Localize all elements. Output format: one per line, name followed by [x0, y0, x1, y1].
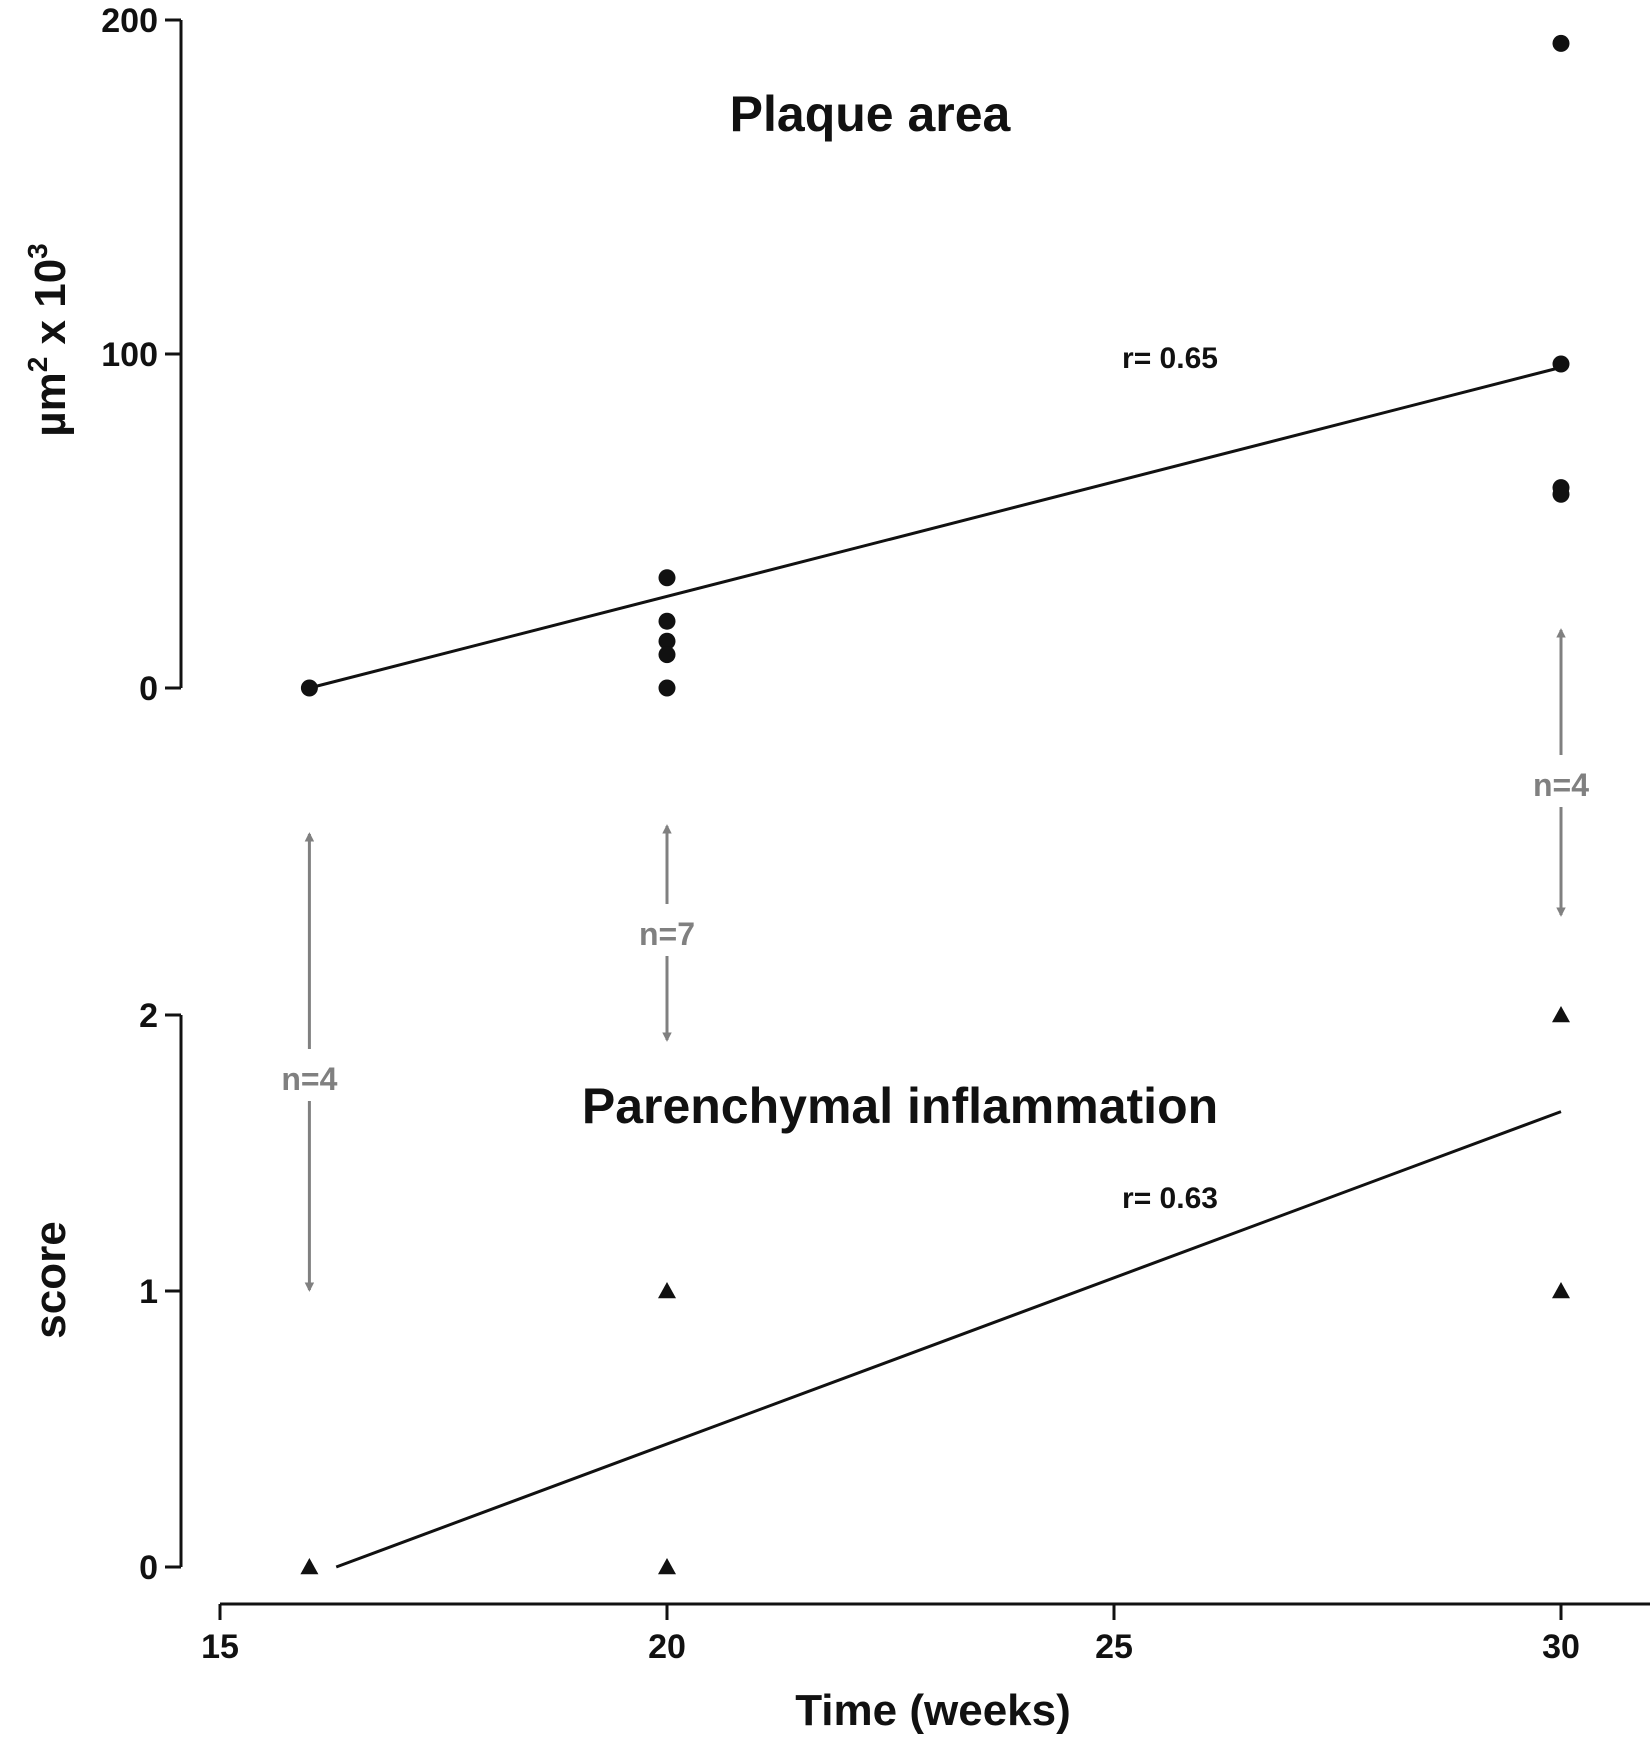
- plaque-data-point: [1552, 355, 1570, 373]
- x-axis-title: Time (weeks): [795, 1686, 1071, 1735]
- ylabel-mid: x 10: [26, 259, 75, 357]
- ylabel-exp1: 2: [22, 357, 53, 373]
- inflammation-regression-line-group: [335, 1110, 1562, 1569]
- inflammation-data-point: [1552, 1006, 1570, 1023]
- inflammation-data-point: [300, 1558, 319, 1575]
- x-ticks: 15 20 25 30: [201, 1604, 1580, 1666]
- top-y-tick-label: 200: [101, 2, 158, 40]
- top-y-tick-label: 0: [139, 670, 158, 708]
- x-tick-label: 25: [1095, 1628, 1133, 1666]
- plaque-data-point: [658, 569, 676, 587]
- x-tick-label: 20: [648, 1628, 686, 1666]
- plaque-data-point: [1552, 34, 1570, 52]
- bottom-y-ticks: 0 1 2: [139, 997, 181, 1587]
- x-tick-label: 30: [1542, 1628, 1580, 1666]
- sample-size-label: n=4: [281, 1061, 337, 1097]
- plaque-data-point: [658, 612, 676, 630]
- ylabel-base: µm: [26, 372, 75, 436]
- bottom-y-tick-label: 0: [139, 1549, 158, 1587]
- plaque-points: [300, 34, 1570, 697]
- plaque-r-label: r= 0.65: [1122, 342, 1218, 375]
- sample-size-label: n=7: [639, 916, 695, 952]
- inflammation-regression-line: [335, 1110, 1562, 1569]
- sample-size-arrows: n=4 n=7 n=4: [281, 628, 1589, 1292]
- top-y-ticks: 0 100 200: [101, 2, 181, 708]
- plaque-data-point: [658, 679, 676, 697]
- inflammation-data-point: [658, 1558, 676, 1575]
- plaque-data-point: [300, 679, 318, 697]
- plaque-regression-line-group: [309, 365, 1562, 690]
- x-tick-label: 15: [201, 1628, 239, 1666]
- inflammation-data-point: [1552, 1282, 1570, 1299]
- bottom-y-tick-label: 1: [139, 1273, 158, 1311]
- inflammation-title: Parenchymal inflammation: [582, 1078, 1218, 1134]
- plaque-data-point: [658, 646, 676, 664]
- top-y-axis-title: µm2 x 103: [22, 243, 75, 437]
- bottom-y-axis-title: score: [26, 1221, 75, 1338]
- inflammation-data-point: [658, 1282, 676, 1299]
- inflammation-points: [300, 1006, 1570, 1575]
- plaque-data-point: [1552, 485, 1570, 503]
- bottom-y-tick-label: 2: [139, 997, 158, 1035]
- ylabel-exp2: 3: [22, 243, 53, 259]
- plaque-title: Plaque area: [730, 86, 1012, 142]
- inflammation-r-label: r= 0.63: [1122, 1182, 1218, 1215]
- sample-size-label: n=4: [1533, 767, 1589, 803]
- plaque-data-point: [658, 632, 676, 650]
- plaque-regression-line: [309, 365, 1562, 690]
- top-y-tick-label: 100: [101, 336, 158, 374]
